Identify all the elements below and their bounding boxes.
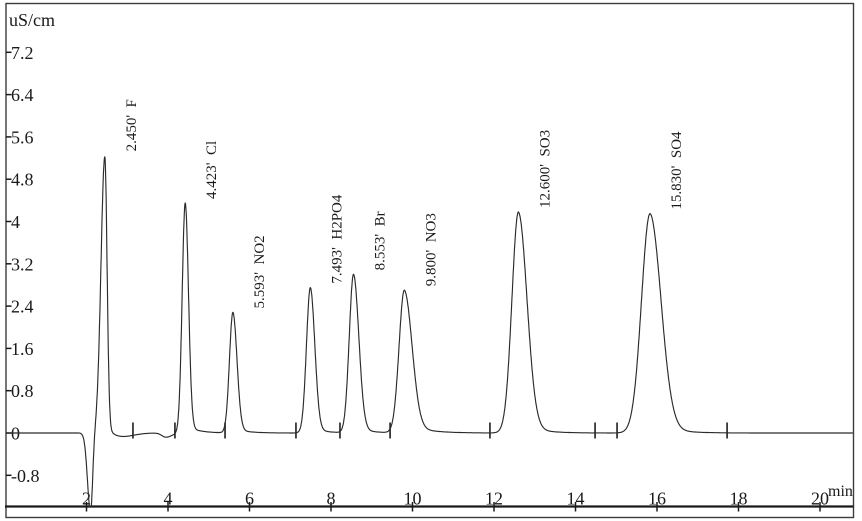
- peak-label-H2PO4: 7.493' H2PO4: [329, 194, 345, 283]
- peak-label-NO2: 5.593' NO2: [252, 235, 268, 308]
- peak-label-SO4: 15.830' SO4: [669, 131, 685, 210]
- x-axis-unit-label: min: [828, 483, 853, 500]
- plot-frame: [5, 2, 855, 519]
- y-axis-tick-label: -0.8: [11, 466, 40, 486]
- x-axis-tick-label: 6: [245, 489, 254, 509]
- chromatogram-trace: [6, 156, 854, 508]
- x-axis-tick-label: 16: [648, 489, 666, 509]
- x-axis-tick-label: 18: [730, 489, 748, 509]
- peak-label-Br: 8.553' Br: [373, 211, 389, 270]
- peak-label-NO3: 9.800' NO3: [423, 213, 439, 286]
- y-axis-tick-label: 4: [11, 212, 20, 232]
- y-axis-tick-label: 3.2: [11, 254, 34, 274]
- y-axis-tick-label: 4.8: [11, 170, 34, 190]
- y-axis-tick-label: 7.2: [11, 43, 34, 63]
- y-axis-tick-label: 5.6: [11, 127, 34, 147]
- peak-label-Cl: 4.423' Cl: [204, 141, 220, 199]
- x-axis-tick-label: 8: [327, 489, 336, 509]
- x-axis-tick-label: 4: [164, 489, 173, 509]
- peak-label-SO3: 12.600' SO3: [537, 130, 553, 208]
- y-axis-unit-label: uS/cm: [9, 10, 56, 30]
- x-axis-tick-label: 12: [485, 489, 503, 509]
- x-axis-tick-label: 2: [82, 489, 91, 509]
- y-axis-tick-label: 0.8: [11, 381, 34, 401]
- y-axis-tick-label: 6.4: [11, 85, 34, 105]
- y-axis-tick-label: 1.6: [11, 339, 34, 359]
- x-axis-tick-label: 10: [404, 489, 422, 509]
- x-axis-tick-label: 14: [567, 489, 585, 509]
- peak-label-F: 2.450' F: [124, 99, 140, 151]
- x-axis-tick-label: 20: [811, 489, 829, 509]
- y-axis-tick-label: 2.4: [11, 297, 34, 317]
